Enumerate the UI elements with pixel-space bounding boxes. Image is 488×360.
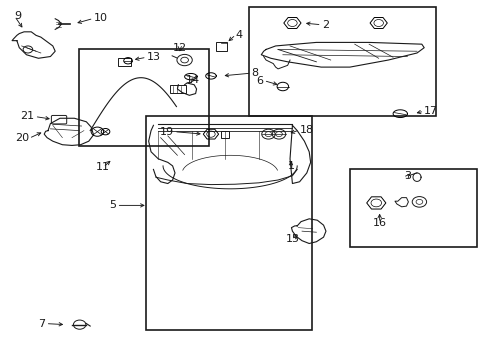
Text: 20: 20 — [15, 133, 29, 143]
Bar — [79, 49, 208, 147]
Bar — [170, 85, 185, 93]
Bar — [216, 42, 226, 50]
Text: 13: 13 — [146, 52, 161, 62]
Text: 19: 19 — [160, 127, 174, 137]
Text: 15: 15 — [285, 234, 299, 244]
Text: 17: 17 — [424, 106, 437, 116]
Text: 1: 1 — [287, 161, 294, 171]
Text: 16: 16 — [372, 218, 386, 228]
Text: 2: 2 — [321, 20, 328, 30]
Bar — [146, 117, 311, 330]
Text: 6: 6 — [256, 76, 263, 86]
Bar — [349, 170, 476, 247]
Bar — [220, 131, 229, 138]
Text: 7: 7 — [39, 319, 45, 329]
Text: 3: 3 — [403, 171, 410, 181]
Bar — [117, 58, 131, 66]
Text: 11: 11 — [96, 162, 110, 172]
Text: 10: 10 — [93, 13, 107, 23]
Text: 12: 12 — [172, 43, 186, 53]
Bar — [249, 7, 435, 117]
Text: 4: 4 — [235, 30, 243, 40]
Text: 18: 18 — [299, 125, 313, 135]
Text: 8: 8 — [251, 68, 258, 78]
Text: 9: 9 — [15, 11, 21, 21]
Text: 21: 21 — [20, 112, 35, 121]
Text: 14: 14 — [185, 75, 200, 85]
Text: 5: 5 — [109, 201, 116, 210]
